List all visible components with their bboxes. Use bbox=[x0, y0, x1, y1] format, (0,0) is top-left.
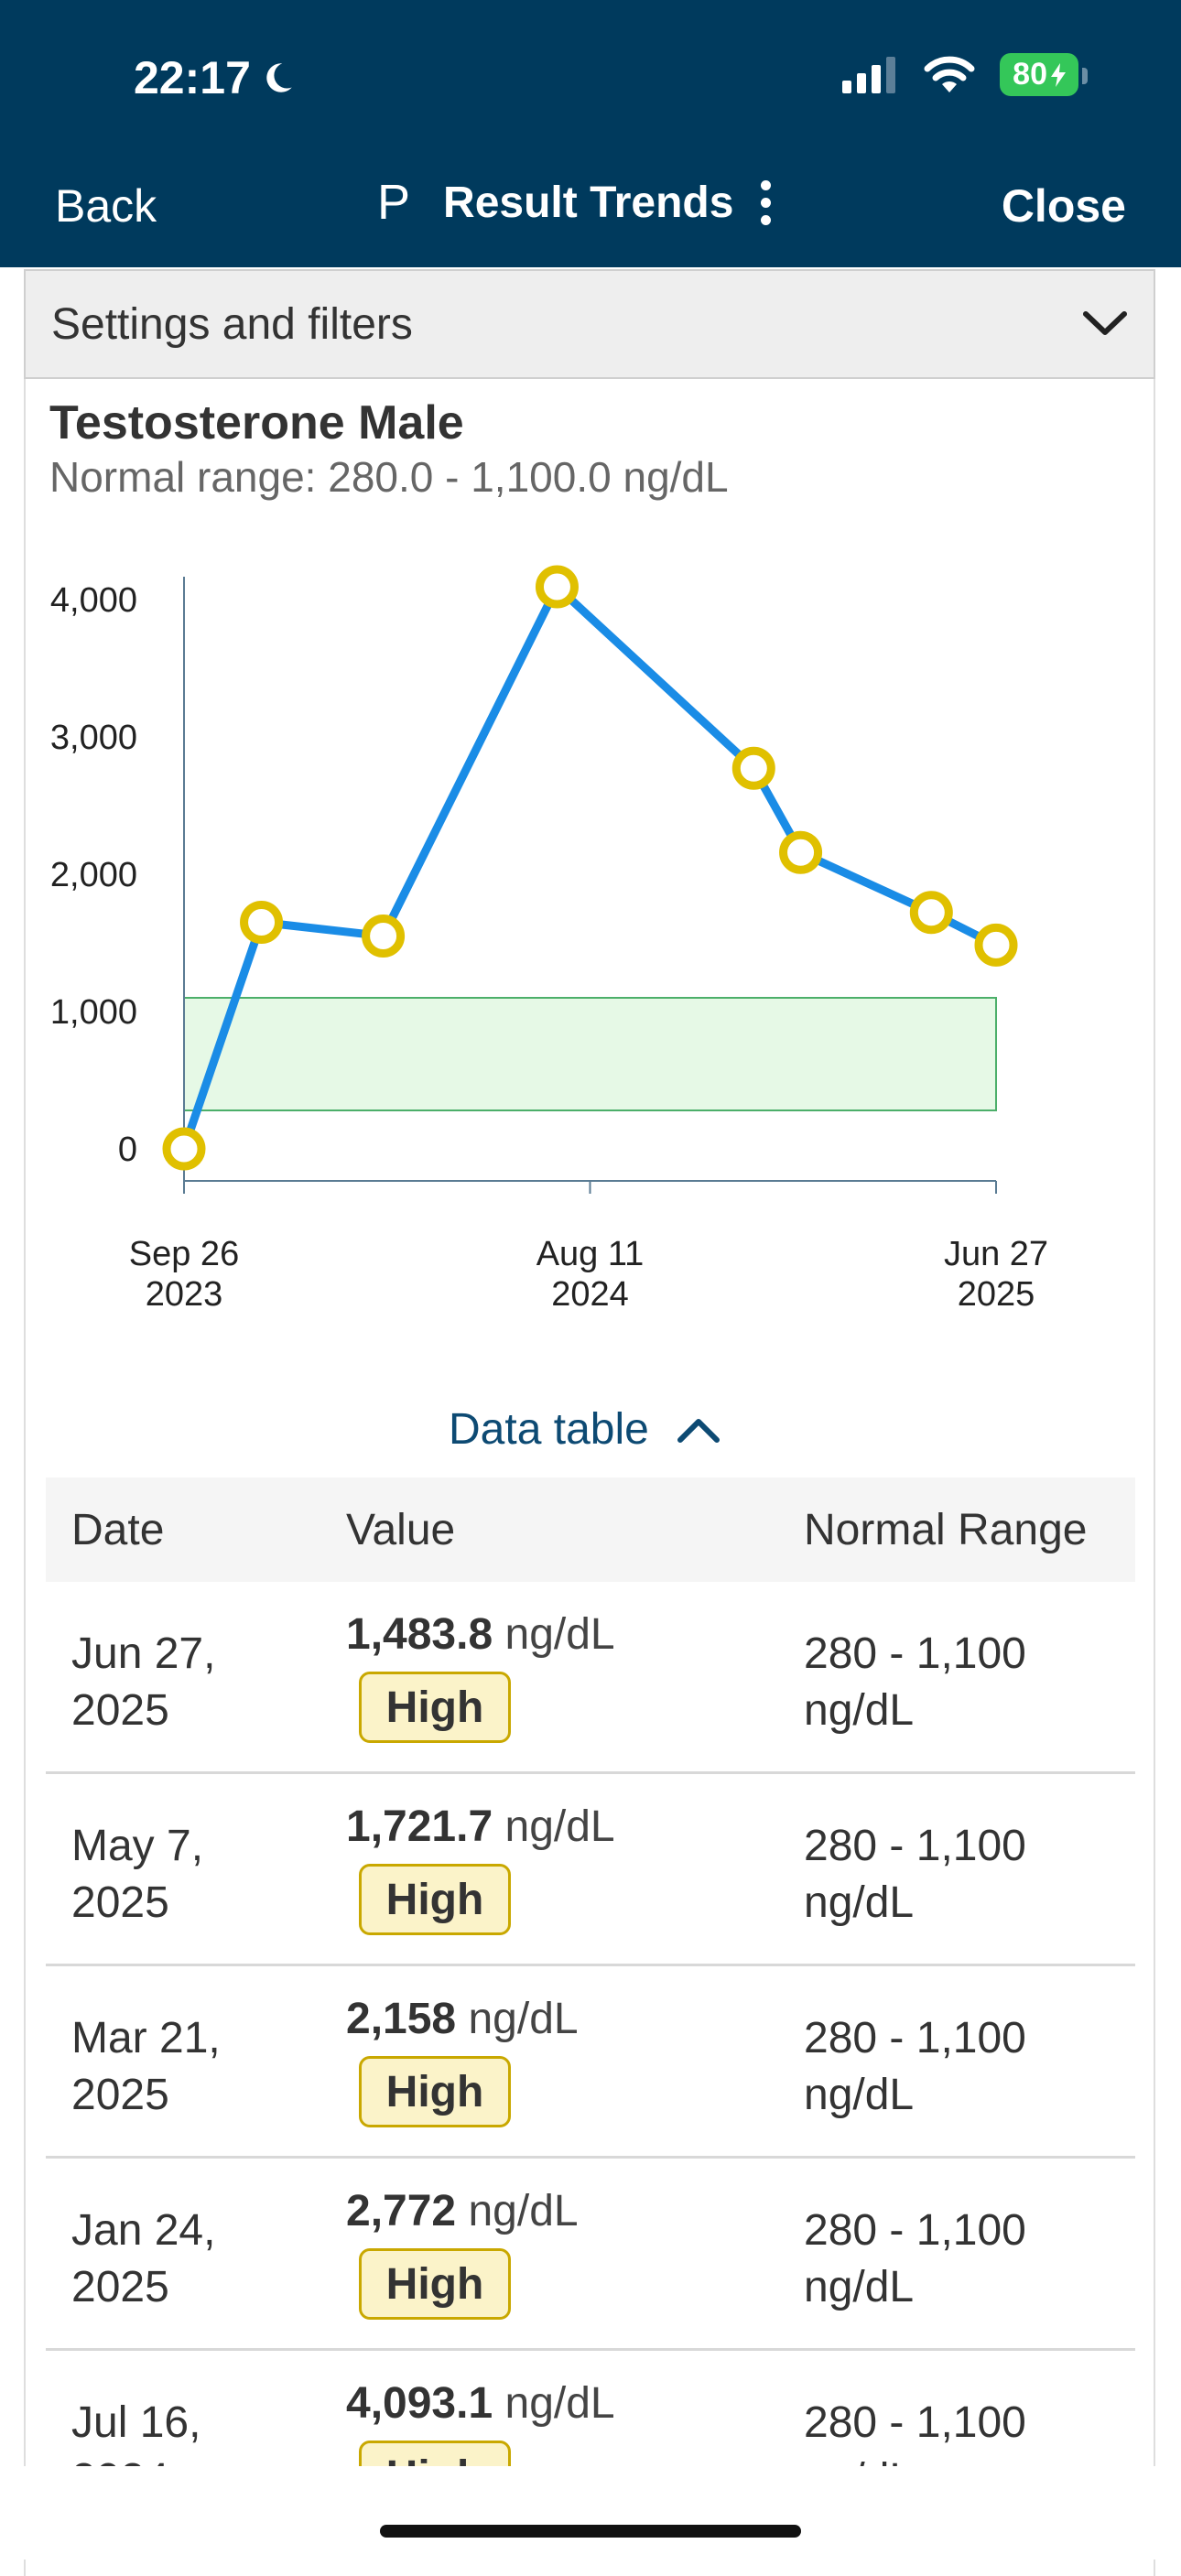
row-value-number: 1,721.7 bbox=[346, 1802, 493, 1851]
data-point bbox=[240, 901, 284, 944]
data-point bbox=[535, 565, 579, 609]
row-date: May 7, 2025 bbox=[71, 1822, 204, 1927]
x-tick-label: Sep 26 bbox=[129, 1235, 239, 1273]
chevron-down-icon bbox=[1083, 311, 1127, 335]
status-badge: High bbox=[359, 2248, 511, 2320]
row-value: 1,721.7 ng/dL bbox=[346, 1802, 615, 1852]
battery-indicator: 80 bbox=[1000, 53, 1088, 96]
row-value-number: 1,483.8 bbox=[346, 1610, 493, 1659]
status-time: 22:17 bbox=[134, 51, 297, 104]
row-normal-range: 280 - 1,100 ng/dL bbox=[804, 1629, 1026, 1735]
nav-title-group: P Result Trends bbox=[377, 174, 772, 231]
header-value: Value bbox=[346, 1505, 456, 1554]
test-name: Testosterone Male bbox=[49, 396, 464, 449]
header-normal-range: Normal Range bbox=[804, 1505, 1088, 1554]
chevron-up-icon bbox=[677, 1418, 720, 1443]
x-tick-label: Jun 27 bbox=[944, 1235, 1048, 1273]
row-normal-range: 280 - 1,100 ng/dL bbox=[804, 2206, 1026, 2311]
y-tick-label: 2,000 bbox=[50, 856, 137, 894]
row-normal-range: 280 - 1,100 ng/dL bbox=[804, 2014, 1026, 2119]
data-point bbox=[362, 915, 406, 958]
more-options-icon[interactable] bbox=[761, 179, 772, 225]
data-point bbox=[731, 746, 775, 790]
row-value-number: 4,093.1 bbox=[346, 2379, 493, 2428]
settings-label: Settings and filters bbox=[51, 299, 413, 349]
signal-icon bbox=[842, 56, 896, 93]
row-value-unit: ng/dL bbox=[504, 1802, 615, 1851]
row-value: 1,483.8 ng/dL bbox=[346, 1609, 615, 1660]
close-button[interactable]: Close bbox=[1001, 180, 1126, 232]
charging-icon bbox=[1051, 62, 1066, 87]
patient-initial[interactable]: P bbox=[377, 175, 411, 230]
status-time-text: 22:17 bbox=[134, 52, 251, 103]
y-tick-label: 4,000 bbox=[50, 581, 137, 620]
row-normal-range: 280 - 1,100 ng/dL bbox=[804, 1822, 1026, 1927]
table-row: Jan 24, 2025 2,772 ng/dL High 280 - 1,10… bbox=[46, 2159, 1135, 2351]
table-header: Date Value Normal Range bbox=[46, 1477, 1135, 1582]
data-point bbox=[909, 891, 953, 935]
home-indicator[interactable] bbox=[380, 2525, 801, 2538]
x-tick-label: Aug 11 bbox=[536, 1235, 645, 1273]
data-point bbox=[779, 830, 823, 874]
bottom-safe-area bbox=[0, 2466, 1181, 2560]
back-button[interactable]: Back bbox=[55, 180, 157, 232]
x-tick-year: 2023 bbox=[146, 1275, 223, 1314]
data-point bbox=[162, 1127, 206, 1171]
status-icons: 80 bbox=[842, 53, 1088, 96]
status-badge: High bbox=[359, 1672, 511, 1743]
table-row: Mar 21, 2025 2,158 ng/dL High 280 - 1,10… bbox=[46, 1966, 1135, 2159]
row-value-number: 2,772 bbox=[346, 2187, 457, 2235]
y-tick-label: 3,000 bbox=[50, 719, 137, 757]
row-date: Mar 21, 2025 bbox=[71, 2014, 221, 2119]
moon-icon bbox=[266, 63, 292, 92]
data-table-toggle[interactable]: Data table bbox=[449, 1404, 721, 1455]
results-card bbox=[24, 379, 1155, 2576]
x-tick-year: 2025 bbox=[958, 1275, 1035, 1314]
normal-range-band bbox=[183, 997, 997, 1111]
status-badge: High bbox=[359, 2056, 511, 2127]
row-date: Jun 27, 2025 bbox=[71, 1629, 216, 1735]
y-tick-label: 0 bbox=[118, 1131, 137, 1169]
row-value: 2,772 ng/dL bbox=[346, 2186, 579, 2236]
row-value: 2,158 ng/dL bbox=[346, 1994, 579, 2044]
y-tick-label: 1,000 bbox=[50, 993, 137, 1032]
table-row: May 7, 2025 1,721.7 ng/dL High 280 - 1,1… bbox=[46, 1774, 1135, 1966]
wifi-icon bbox=[924, 56, 975, 92]
table-row: Jun 27, 2025 1,483.8 ng/dL High 280 - 1,… bbox=[46, 1582, 1135, 1774]
row-date: Jan 24, 2025 bbox=[71, 2206, 216, 2311]
row-value-unit: ng/dL bbox=[468, 1995, 579, 2043]
page-title: Result Trends bbox=[443, 178, 734, 227]
top-bar: 22:17 80 Back P Result Trends Close bbox=[0, 0, 1181, 267]
x-tick-year: 2024 bbox=[551, 1275, 629, 1314]
row-value-unit: ng/dL bbox=[468, 2187, 579, 2235]
row-value-unit: ng/dL bbox=[504, 1610, 615, 1659]
header-date: Date bbox=[71, 1505, 165, 1554]
battery-level: 80 bbox=[1013, 57, 1047, 92]
row-value-number: 2,158 bbox=[346, 1995, 457, 2043]
row-value-unit: ng/dL bbox=[504, 2379, 615, 2428]
normal-range-label: Normal range: 280.0 - 1,100.0 ng/dL bbox=[49, 453, 729, 501]
settings-and-filters-toggle[interactable]: Settings and filters bbox=[24, 269, 1155, 379]
row-value: 4,093.1 ng/dL bbox=[346, 2378, 615, 2429]
status-badge: High bbox=[359, 1864, 511, 1935]
data-point bbox=[974, 923, 1018, 967]
data-table-label: Data table bbox=[449, 1405, 649, 1454]
